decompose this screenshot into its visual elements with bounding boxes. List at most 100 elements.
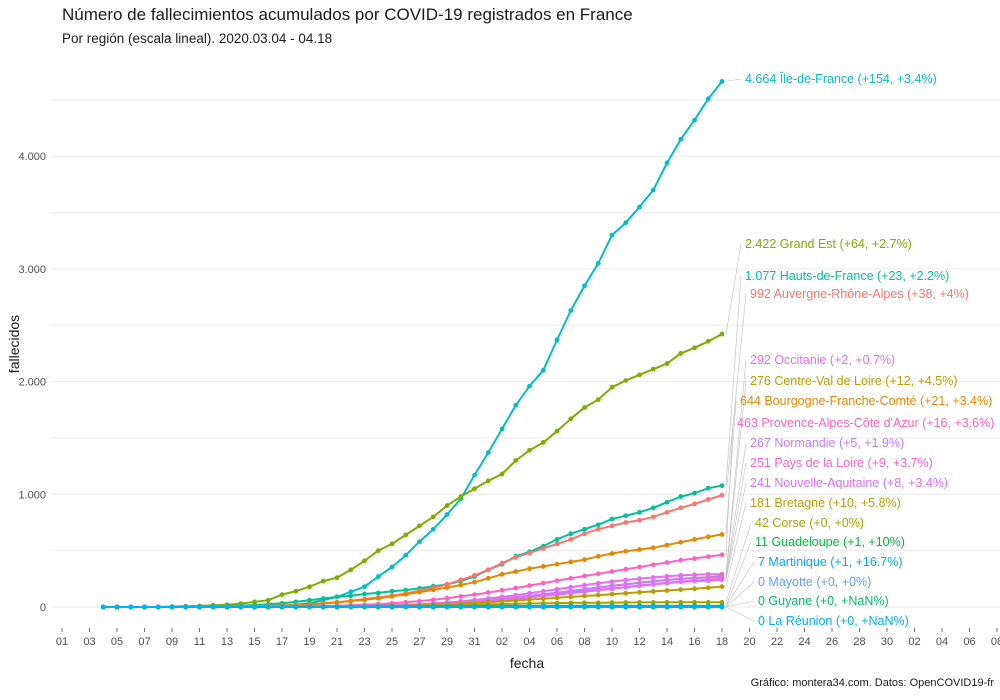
leader-line <box>725 541 752 606</box>
data-point <box>595 553 601 559</box>
data-point <box>499 426 505 432</box>
series-layer <box>100 78 725 610</box>
series-label: 7 Martinique (+1, +16.7%) <box>758 555 903 569</box>
data-point <box>705 534 711 540</box>
data-point <box>513 458 519 463</box>
series-label: 644 Bourgogne-Franche-Comté (+21, +3.4%) <box>740 394 992 408</box>
data-point <box>678 573 684 578</box>
data-point <box>637 509 642 515</box>
data-point <box>375 595 381 601</box>
data-point <box>705 599 711 605</box>
data-point <box>334 594 340 600</box>
data-point <box>705 497 711 502</box>
data-point <box>609 586 615 592</box>
series-label: 0 Mayotte (+0, +0%) <box>758 575 871 589</box>
data-point <box>637 564 642 570</box>
x-tick-label: 09 <box>166 636 178 648</box>
data-point <box>485 478 491 484</box>
data-point <box>527 550 532 556</box>
data-point <box>568 604 574 610</box>
data-point <box>623 520 629 525</box>
data-point <box>472 579 477 585</box>
data-point <box>540 596 546 602</box>
data-point <box>664 580 670 586</box>
x-tick-label: 08 <box>991 636 1000 648</box>
data-point <box>458 604 464 610</box>
data-point <box>705 604 711 610</box>
leader-line <box>725 600 755 608</box>
data-point <box>692 556 697 561</box>
data-point <box>705 554 711 560</box>
series--le-de-france <box>142 78 725 610</box>
data-point <box>609 579 615 585</box>
data-point <box>705 96 711 102</box>
data-point <box>554 541 560 547</box>
data-point <box>692 345 697 351</box>
data-point <box>650 366 656 372</box>
data-point <box>609 516 615 522</box>
data-point <box>623 566 629 572</box>
leader-line <box>725 422 734 555</box>
data-point <box>375 574 381 579</box>
x-tick-label: 24 <box>798 636 810 648</box>
data-point <box>375 604 381 610</box>
data-point <box>637 589 642 595</box>
series-la-r-union <box>100 604 725 610</box>
leader-line <box>725 359 747 575</box>
data-point <box>513 604 519 610</box>
data-point <box>252 604 257 610</box>
series-line <box>130 533 723 608</box>
data-point <box>554 536 560 542</box>
series-line <box>103 484 723 608</box>
data-point <box>540 564 546 569</box>
data-point <box>485 575 491 581</box>
data-point <box>568 416 574 422</box>
data-point <box>513 569 519 574</box>
x-tick-label: 31 <box>468 636 480 648</box>
y-tick-label: 2.000 <box>18 377 46 389</box>
series-hauts-de-france <box>100 483 725 610</box>
data-point <box>554 428 560 434</box>
data-point <box>595 522 601 528</box>
data-point <box>595 571 601 577</box>
data-point <box>664 560 670 565</box>
data-point <box>568 584 574 590</box>
data-point <box>664 509 670 515</box>
data-point <box>582 283 587 289</box>
data-point <box>293 604 299 610</box>
data-point <box>279 604 285 610</box>
x-tick-label: 16 <box>688 636 700 648</box>
data-point <box>678 505 684 511</box>
data-point <box>499 571 505 577</box>
series-labels: 4.664 Île-de-France (+154, +3.4%) 2.422 G… <box>737 71 994 628</box>
data-point <box>609 384 615 390</box>
y-axis-title: fallecidos <box>6 315 22 373</box>
data-point <box>362 597 367 603</box>
series-label: 251 Pays de la Loire (+9, +3.7%) <box>750 456 933 470</box>
data-point <box>582 593 587 599</box>
data-point <box>485 590 491 595</box>
series-label: 2.422 Grand Est (+64, +2.7%) <box>745 237 912 251</box>
data-point <box>719 492 725 498</box>
x-tick-label: 15 <box>248 636 260 648</box>
x-tick-label: 01 <box>56 636 68 648</box>
x-tick-label: 08 <box>578 636 590 648</box>
series-bourgogne-franche-comt- <box>128 532 725 610</box>
data-point <box>692 599 697 605</box>
data-point <box>595 592 601 598</box>
data-point <box>568 559 574 565</box>
data-point <box>719 577 725 583</box>
data-point <box>623 604 629 610</box>
data-point <box>375 548 381 554</box>
data-point <box>362 584 367 590</box>
data-point <box>678 599 684 605</box>
data-point <box>568 590 574 596</box>
data-point <box>637 599 642 605</box>
data-point <box>623 584 629 590</box>
data-point <box>183 604 189 610</box>
data-point <box>595 587 601 593</box>
data-point <box>637 604 642 610</box>
data-point <box>568 531 574 537</box>
data-point <box>293 588 299 594</box>
